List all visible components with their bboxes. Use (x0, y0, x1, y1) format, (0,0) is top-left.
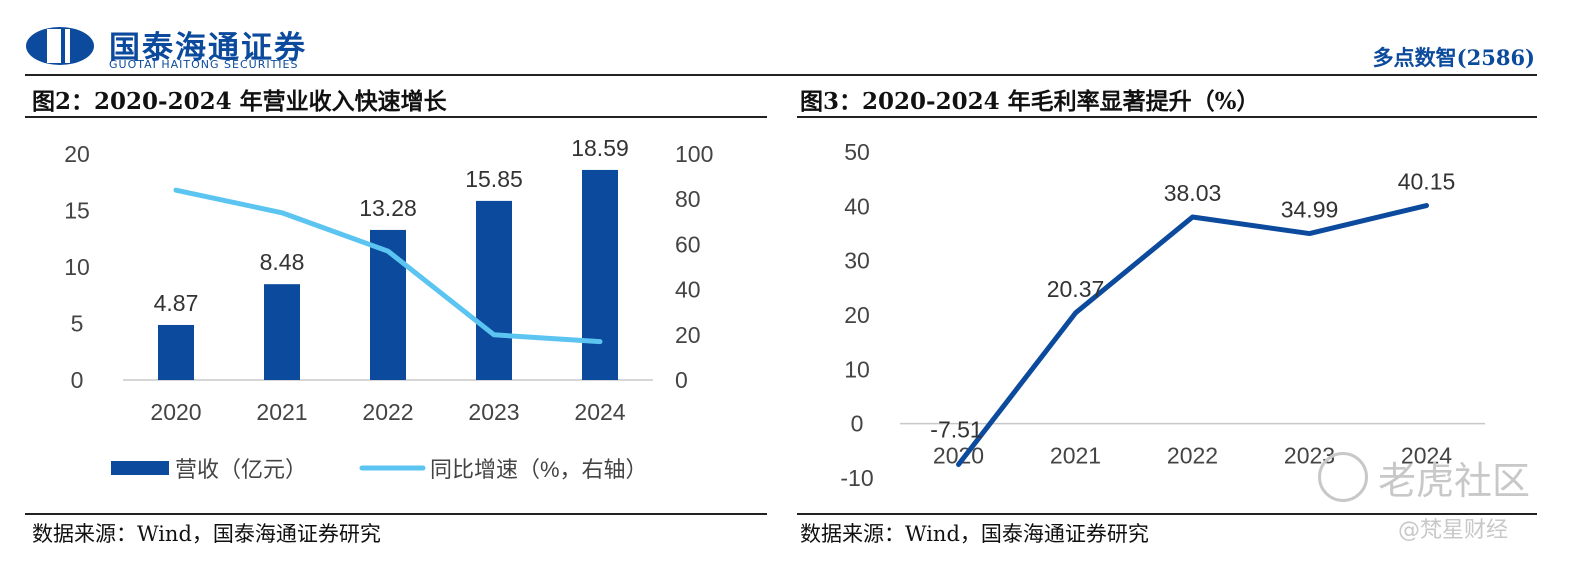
y-right-tick-label: 40 (675, 277, 701, 303)
gross-margin-data-label: 34.99 (1281, 197, 1339, 223)
x-tick-label: 2020 (150, 399, 201, 425)
y-left-tick-label: 5 (71, 311, 84, 337)
y-tick-label: 10 (844, 356, 870, 382)
gross-margin-data-label: 20.37 (1047, 276, 1105, 302)
header-divider (25, 74, 1537, 76)
revenue-bar (476, 200, 512, 380)
figure3-bottom-divider (797, 513, 1537, 515)
revenue-data-label: 18.59 (571, 135, 629, 161)
figure2-bottom-divider (25, 513, 767, 515)
x-tick-label: 2022 (362, 399, 413, 425)
y-tick-label: 20 (844, 302, 870, 328)
gross-margin-data-label: -7.51 (930, 417, 982, 443)
y-tick-label: 30 (844, 248, 870, 274)
y-right-tick-label: 100 (675, 141, 713, 167)
y-left-tick-label: 10 (64, 254, 90, 280)
y-right-tick-label: 0 (675, 367, 688, 393)
y-tick-label: -10 (840, 465, 873, 491)
revenue-data-label: 4.87 (154, 290, 199, 316)
y-tick-label: 0 (851, 411, 864, 437)
watermark-sub: @梵星财经 (1398, 518, 1509, 543)
watermark-logo-icon (1318, 452, 1368, 502)
figure2-title: 图2：2020-2024 年营业收入快速增长 (32, 88, 447, 115)
figure2-title-divider (25, 116, 767, 118)
legend-label-revenue: 营收（亿元） (175, 457, 307, 482)
revenue-data-label: 15.85 (465, 166, 523, 192)
legend-swatch-revenue (111, 461, 169, 475)
y-left-tick-label: 20 (64, 141, 90, 167)
revenue-data-label: 13.28 (359, 195, 417, 221)
x-tick-label: 2024 (574, 399, 625, 425)
gross-margin-line (956, 203, 1429, 467)
logo-chinese-name: 国泰海通证券 (109, 30, 307, 66)
x-tick-label: 2022 (1167, 443, 1218, 469)
gross-margin-data-label: 40.15 (1398, 169, 1456, 195)
logo-english-name: GUOTAI HAITONG SECURITIES (109, 58, 299, 71)
figure2-source: 数据来源：Wind，国泰海通证券研究 (32, 522, 381, 546)
legend-label-growth: 同比增速（%，右轴） (430, 457, 648, 482)
figure3-source: 数据来源：Wind，国泰海通证券研究 (800, 522, 1149, 546)
revenue-bar (264, 284, 300, 380)
y-tick-label: 40 (844, 193, 870, 219)
y-right-tick-label: 80 (675, 186, 701, 212)
x-tick-label: 2021 (1050, 443, 1101, 469)
gross-margin-data-label: 38.03 (1164, 180, 1222, 206)
revenue-bar (370, 229, 406, 380)
figure3-title: 图3：2020-2024 年毛利率显著提升（%） (800, 88, 1260, 115)
x-tick-label: 2024 (1401, 443, 1452, 469)
x-tick-label: 2023 (468, 399, 519, 425)
revenue-bar (158, 324, 194, 380)
y-left-tick-label: 0 (71, 367, 84, 393)
figure3-title-divider (797, 116, 1537, 118)
watermark-main: 老虎社区 (1378, 459, 1531, 503)
report-subject: 多点数智(2586) (1372, 45, 1535, 70)
revenue-chart: 0 5 10 15 20 0 20 40 60 80 100 4.87 8.48 13.28 15.85 18… (64, 135, 713, 482)
y-left-tick-label: 15 (64, 198, 90, 224)
x-tick-label: 2021 (256, 399, 307, 425)
revenue-bar (582, 169, 618, 380)
y-right-tick-label: 20 (675, 322, 701, 348)
y-tick-label: 50 (844, 139, 870, 165)
company-logo: 国泰海通证券 GUOTAI HAITONG SECURITIES (25, 22, 355, 72)
y-right-tick-label: 60 (675, 231, 701, 257)
logo-mark-icon (26, 27, 94, 65)
growth-rate-line (173, 187, 603, 345)
revenue-data-label: 8.48 (260, 249, 305, 275)
